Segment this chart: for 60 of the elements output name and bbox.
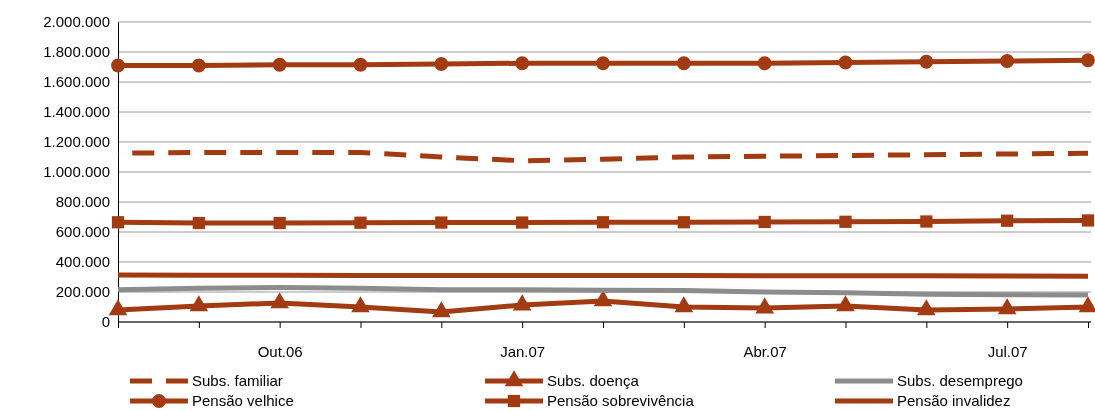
point [674,296,694,313]
point [515,56,530,71]
point [1001,214,1014,227]
y-tick-label: 200.000 [55,283,110,301]
point [596,56,610,71]
point [917,299,936,316]
legend-label: Subs. desemprego [897,372,1023,389]
point [836,295,855,312]
x-tick-label: Out.06 [257,342,303,360]
y-tick-label: 0 [101,313,110,331]
point [596,216,610,229]
y-tick-label: 1.800.000 [43,43,110,61]
point [512,294,532,311]
point [1078,296,1095,313]
y-tick-label: 2.000.000 [43,13,110,31]
point [353,57,368,72]
legend-label: Pensão sobrevivência [547,392,695,409]
x-tick-label: Jul.07 [987,342,1028,360]
point [919,54,934,69]
point [676,56,691,71]
legend-label: Subs. familiar [192,372,283,389]
point [111,216,125,229]
point [273,216,286,230]
point [351,296,370,313]
point [108,299,128,316]
point [435,216,448,229]
point [432,301,451,318]
point [839,215,852,228]
legend-label: Subs. doença [547,372,640,389]
x-tick-label: Jan.07 [500,342,546,360]
point [1081,53,1095,68]
point [677,216,690,229]
point [1000,54,1015,68]
x-tick-label: Abr.07 [743,342,787,360]
point [516,216,529,229]
point [191,58,206,73]
point [997,298,1017,315]
point [920,215,933,228]
point [354,216,367,229]
y-tick-label: 400.000 [55,253,110,271]
y-tick-label: 1.200.000 [43,133,110,151]
point [593,290,613,307]
point [1081,214,1095,227]
point [757,56,772,71]
point [755,297,774,314]
y-tick-label: 1.000.000 [43,163,110,181]
y-tick-label: 1.600.000 [43,73,110,91]
y-tick-label: 600.000 [55,223,110,241]
point [270,292,289,309]
point [838,55,853,70]
legend-label: Pensão velhice [192,392,294,409]
point [192,216,205,230]
y-tick-label: 800.000 [55,193,110,211]
y-tick-label: 1.400.000 [43,103,110,121]
point [272,57,287,72]
point [189,295,209,312]
point [111,58,125,73]
point [758,215,771,229]
point [434,57,449,71]
legend-label: Pensão invalidez [897,392,1011,409]
